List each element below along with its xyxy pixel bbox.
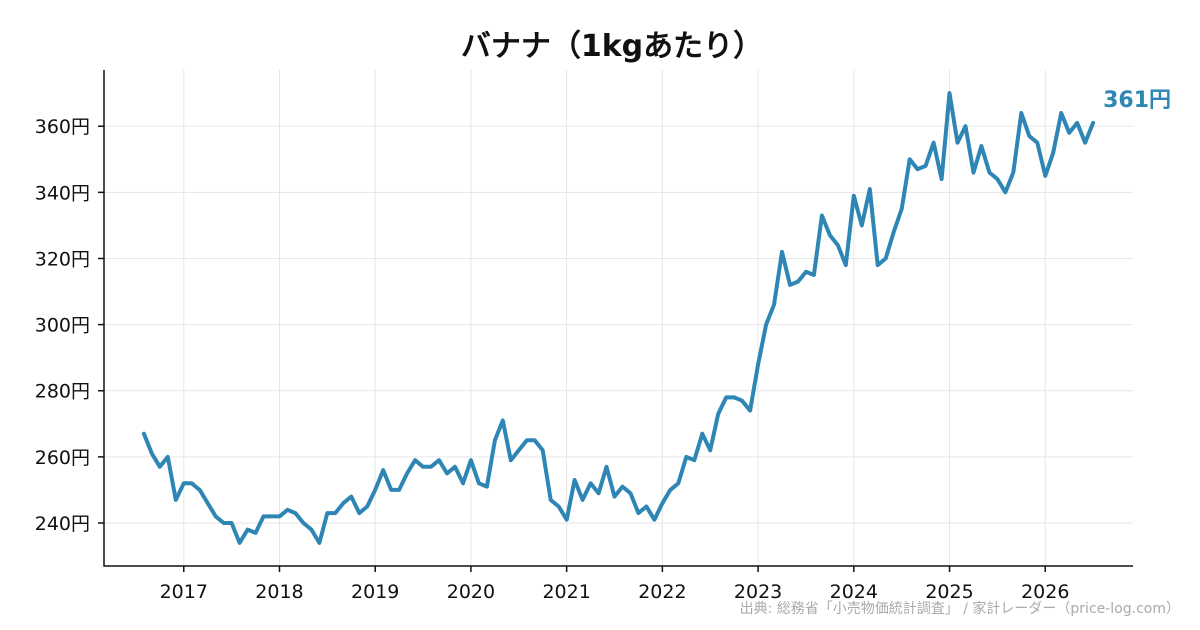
series-end-label: 361円 — [1103, 88, 1171, 113]
y-tick-label: 340円 — [35, 182, 90, 204]
x-tick-label: 2022 — [638, 581, 686, 603]
x-tick-label: 2017 — [160, 581, 208, 603]
gridlines — [104, 70, 1133, 566]
x-tick-label: 2018 — [255, 581, 303, 603]
chart-title: バナナ（1kgあたり） — [461, 29, 763, 64]
axis-spines — [103, 70, 1133, 567]
x-tick-label: 2023 — [734, 581, 782, 603]
x-tick-label: 2024 — [830, 581, 878, 603]
x-tick-label: 2021 — [542, 581, 590, 603]
y-tick-label: 240円 — [35, 513, 90, 535]
x-tick-label: 2019 — [351, 581, 399, 603]
x-tick-label: 2020 — [447, 581, 495, 603]
axes — [98, 70, 1133, 572]
y-tick-label: 260円 — [35, 447, 90, 469]
labels: 240円 260円 280円 300円 320円 340円 360円 2017 2018 2019… — [35, 88, 1171, 603]
source-credit: 出典: 総務省「小売物価統計調査」 / 家計レーダー（price-log.com… — [740, 600, 1180, 617]
price-series-line — [141, 91, 1096, 545]
x-tick-label: 2026 — [1021, 581, 1069, 603]
x-tick-label: 2025 — [925, 581, 973, 603]
series-layer — [141, 91, 1096, 545]
y-tick-label: 320円 — [35, 248, 90, 270]
y-tick-label: 360円 — [35, 116, 90, 138]
y-tick-label: 300円 — [35, 315, 90, 337]
y-tick-label: 280円 — [35, 381, 90, 403]
